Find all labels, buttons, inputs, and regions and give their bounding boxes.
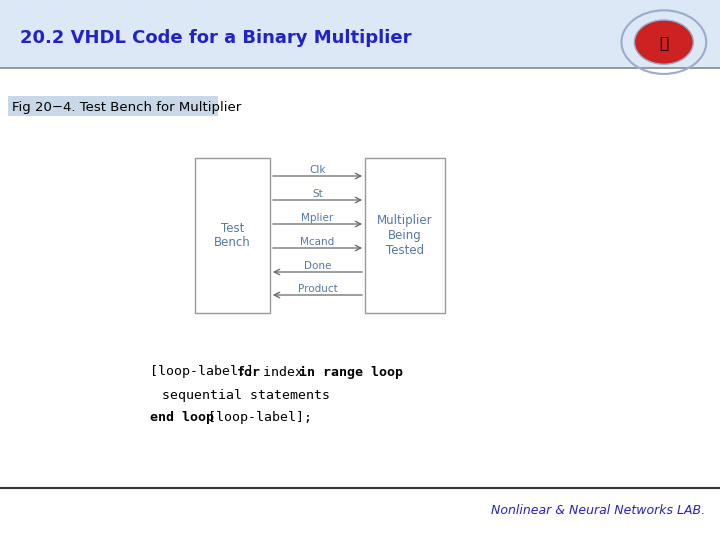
- Bar: [195, 158, 270, 313]
- Text: end loop: end loop: [150, 411, 214, 424]
- Text: Product: Product: [297, 284, 338, 294]
- Text: Multiplier
Being
Tested: Multiplier Being Tested: [377, 214, 433, 257]
- Text: Mcand: Mcand: [300, 237, 335, 247]
- Text: Done: Done: [304, 261, 331, 271]
- Bar: [365, 158, 445, 313]
- Circle shape: [634, 20, 693, 64]
- Text: St: St: [312, 189, 323, 199]
- Text: in range loop: in range loop: [299, 366, 402, 379]
- Bar: [8, 96, 218, 116]
- Bar: [0, 0, 720, 68]
- Text: [loop-label];: [loop-label];: [199, 411, 312, 424]
- Text: Clk: Clk: [310, 165, 325, 175]
- Text: 20.2 VHDL Code for a Binary Multiplier: 20.2 VHDL Code for a Binary Multiplier: [20, 29, 412, 47]
- Text: Nonlinear & Neural Networks LAB.: Nonlinear & Neural Networks LAB.: [491, 503, 705, 516]
- Text: Fig 20−4. Test Bench for Multiplier: Fig 20−4. Test Bench for Multiplier: [12, 100, 241, 113]
- Text: Mplier: Mplier: [302, 213, 333, 223]
- Text: 🔥: 🔥: [660, 36, 668, 51]
- Text: Test
Bench: Test Bench: [214, 221, 251, 249]
- Text: index: index: [256, 366, 311, 379]
- Text: sequential statements: sequential statements: [163, 388, 330, 402]
- Text: for: for: [237, 366, 261, 379]
- Text: [loop-label:]: [loop-label:]: [150, 366, 262, 379]
